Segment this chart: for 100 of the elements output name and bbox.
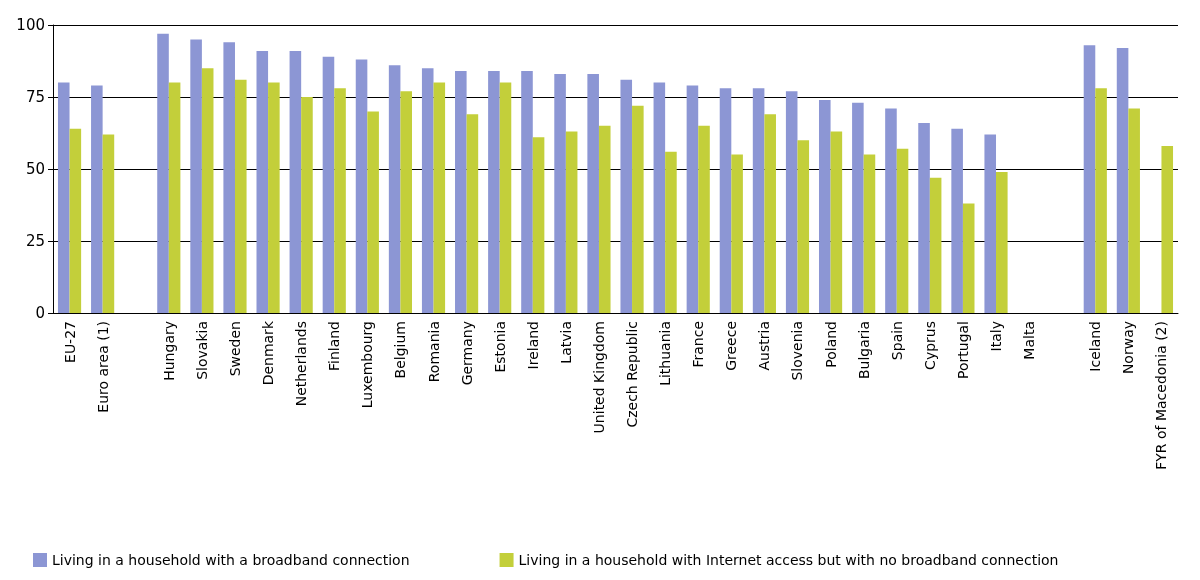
bar: [1128, 108, 1140, 313]
bar: [69, 128, 82, 313]
bar: [785, 91, 798, 313]
x-tick-label: FYR of Macedonia (2): [1153, 321, 1170, 470]
legend-label: Living in a household with a broadband connection: [52, 552, 410, 568]
x-tick-label: France: [690, 321, 707, 368]
bar: [322, 56, 335, 313]
y-tick-label: 25: [25, 232, 45, 250]
y-tick-label: 0: [35, 304, 45, 322]
bar: [301, 97, 313, 313]
bar: [367, 111, 379, 313]
bar: [455, 71, 467, 313]
bar: [752, 88, 765, 313]
x-tick-label: Greece: [723, 321, 740, 371]
bar: [731, 154, 743, 313]
bar: [91, 85, 103, 313]
bar: [587, 73, 599, 313]
bar: [355, 59, 368, 313]
x-tick-label: Malta: [1021, 321, 1038, 360]
bar: [433, 82, 446, 313]
bar: [421, 68, 434, 313]
bar: [863, 154, 876, 313]
x-tick-label: Cyprus: [921, 321, 938, 370]
bar: [719, 88, 732, 313]
bar: [665, 151, 677, 313]
bar: [268, 82, 280, 313]
bar: [896, 148, 909, 313]
bar: [234, 79, 247, 313]
bar: [499, 82, 512, 313]
bar: [190, 39, 202, 313]
x-tick-label: Latvia: [557, 321, 574, 364]
bar: [620, 79, 633, 313]
x-tick-label: Euro area (1): [94, 321, 111, 413]
x-tick-label: Estonia: [491, 321, 508, 373]
legend-label: Living in a household with Internet access but with no broadband connection: [518, 552, 1059, 568]
bar: [565, 131, 578, 313]
bar: [201, 68, 214, 313]
bar: [951, 128, 963, 313]
bar: [157, 33, 169, 313]
bar: [686, 85, 699, 313]
bar: [400, 91, 413, 313]
bar: [289, 50, 302, 313]
bar: [885, 108, 897, 313]
bar: [256, 50, 269, 313]
bar: [929, 177, 942, 313]
x-tick-label: United Kingdom: [590, 321, 607, 434]
bar: [962, 203, 975, 313]
x-tick-label: Poland: [822, 321, 839, 368]
x-tick-label: Denmark: [260, 320, 277, 386]
bar: [1083, 45, 1096, 313]
x-tick-label: Bulgaria: [855, 321, 872, 380]
bar: [1095, 88, 1107, 313]
y-tick-label: 75: [25, 88, 45, 106]
bar: [764, 114, 776, 313]
bar: [532, 137, 545, 313]
y-tick-label: 50: [25, 160, 45, 178]
bar: [918, 122, 930, 313]
bar: [488, 71, 500, 313]
x-tick-label: Sweden: [226, 321, 243, 377]
bar: [168, 82, 181, 313]
x-tick-label: Italy: [988, 321, 1005, 352]
bar: [698, 125, 710, 313]
x-tick-label: Romania: [425, 321, 442, 383]
bar: [388, 65, 401, 313]
bar: [57, 82, 70, 313]
x-tick-label: Norway: [1120, 321, 1137, 375]
bar: [852, 102, 864, 313]
bar: [598, 125, 611, 313]
y-tick-label: 100: [16, 16, 45, 34]
bar: [632, 105, 644, 313]
bar: [521, 71, 533, 313]
x-tick-label: Slovakia: [193, 321, 210, 380]
bar: [334, 88, 346, 313]
x-tick-label: EU-27: [61, 321, 78, 363]
x-tick-label: Netherlands: [293, 321, 310, 407]
bar: [818, 99, 831, 313]
x-tick-label: Portugal: [954, 321, 971, 379]
x-tick-label: Luxembourg: [359, 321, 376, 409]
x-tick-label: Austria: [756, 321, 773, 371]
x-tick-label: Hungary: [160, 321, 177, 381]
x-tick-label: Ireland: [524, 321, 541, 370]
bar: [1116, 48, 1129, 313]
bar: [554, 73, 566, 313]
x-tick-label: Iceland: [1087, 321, 1104, 372]
x-tick-label: Czech Republic: [624, 321, 641, 428]
bar: [223, 42, 235, 313]
bar: [797, 140, 810, 313]
bar: [984, 134, 997, 313]
bar: [996, 171, 1008, 313]
x-tick-label: Spain: [888, 321, 905, 361]
bar: [830, 131, 843, 313]
x-tick-label: Germany: [458, 321, 475, 386]
bar: [102, 134, 115, 313]
bar: [1161, 145, 1174, 313]
x-tick-label: Lithuania: [657, 321, 674, 386]
x-tick-label: Belgium: [392, 321, 409, 379]
x-tick-label: Finland: [326, 321, 343, 372]
bar: [466, 114, 479, 313]
x-tick-label: Slovenia: [789, 321, 806, 381]
bar: [653, 82, 666, 313]
